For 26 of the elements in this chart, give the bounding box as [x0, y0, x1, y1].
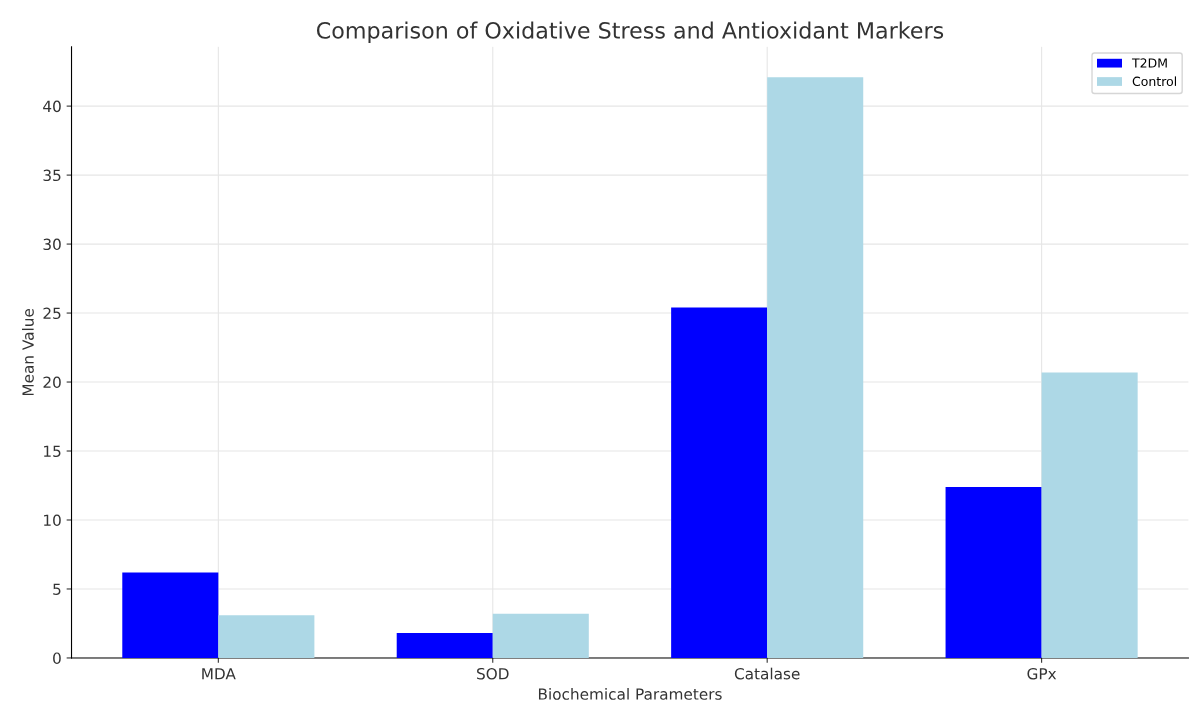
y-tick-label: 20 [43, 376, 61, 389]
x-axis-title: Biochemical Parameters [538, 688, 722, 700]
y-tick-label: 10 [44, 514, 61, 527]
bar [671, 307, 768, 658]
bar [767, 77, 864, 658]
legend-label: Control [1132, 76, 1176, 87]
y-tick-label: 25 [43, 307, 61, 320]
bar [396, 633, 493, 658]
y-tick-label: 35 [43, 169, 61, 182]
y-tick-label: 0 [53, 652, 61, 664]
y-tick-label: 40 [43, 100, 61, 113]
bar [218, 615, 315, 658]
legend-label: T2DM [1131, 58, 1167, 68]
y-tick-label: 30 [43, 238, 61, 251]
bar [492, 613, 589, 658]
bar [1041, 372, 1138, 658]
x-tick-label: SOD [477, 667, 509, 680]
y-tick-label: 5 [53, 583, 61, 595]
chart-title: Comparison of Oxidative Stress and Antioxidant Markers [316, 21, 944, 44]
x-tick-label: Catalase [734, 667, 800, 680]
y-tick-label: 15 [44, 445, 61, 458]
x-tick-label: GPx [1027, 667, 1057, 680]
bar [945, 486, 1042, 658]
x-tick-label: MDA [202, 668, 236, 680]
bar [122, 572, 219, 658]
y-axis-title: Mean Value [22, 308, 34, 396]
